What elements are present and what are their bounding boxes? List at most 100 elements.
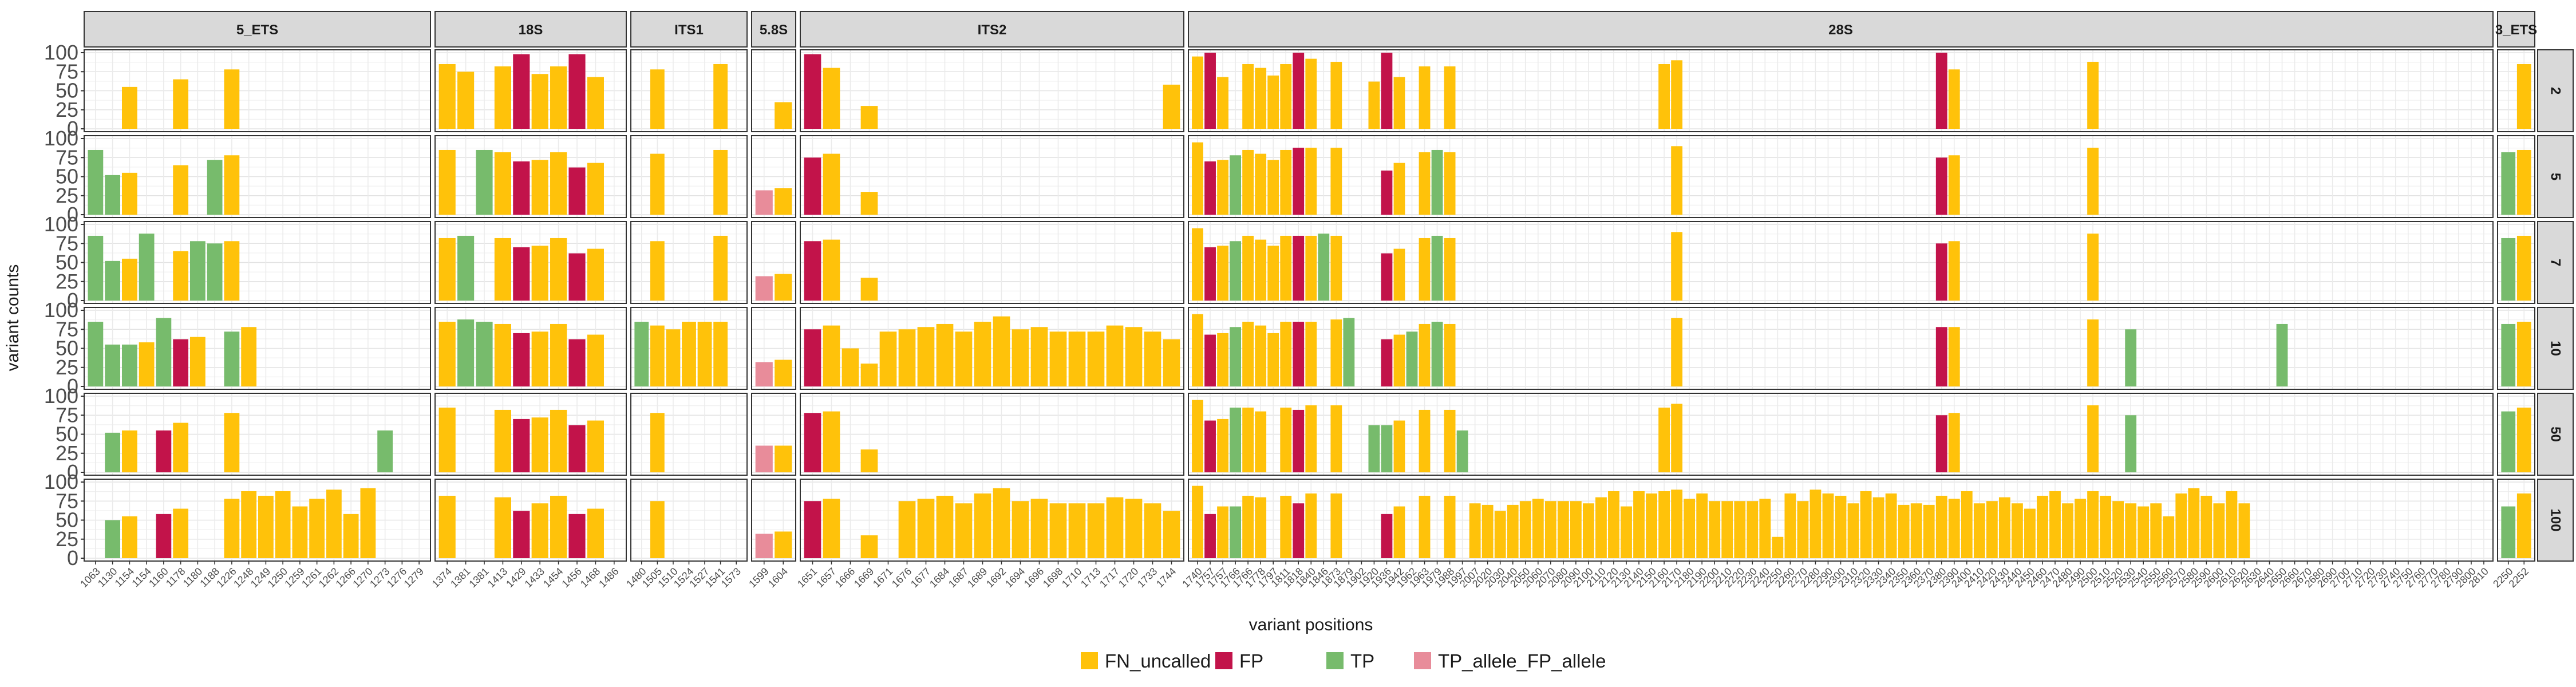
bar: [1797, 501, 1809, 558]
y-tick-label: 25: [56, 441, 78, 465]
bar: [1532, 499, 1544, 558]
bar: [1444, 152, 1456, 215]
legend-item: FP: [1215, 650, 1263, 672]
y-axes: 0255075100025507510002550751000255075100…: [44, 41, 84, 570]
panel-border: [434, 393, 627, 476]
bar: [879, 331, 897, 386]
panel-border: [434, 135, 627, 218]
bar: [1847, 503, 1859, 558]
bar: [1049, 331, 1067, 386]
panel: [434, 221, 627, 304]
bar: [2100, 495, 2112, 558]
bar: [550, 66, 567, 129]
column-strip-label: 18S: [519, 22, 543, 38]
bar: [494, 409, 511, 472]
bar: [587, 163, 604, 215]
bar: [1809, 489, 1822, 558]
panel-border: [1188, 135, 2494, 218]
panel-border: [2497, 135, 2535, 218]
panel: [800, 221, 1184, 304]
bar: [1935, 53, 1947, 129]
bar: [1721, 501, 1733, 558]
bar: [1973, 503, 1985, 558]
panel: [434, 49, 627, 132]
bar: [1192, 314, 1203, 386]
bar: [2163, 516, 2175, 558]
y-tick-label: 25: [56, 98, 78, 121]
bar: [1242, 495, 1254, 558]
panel-border: [800, 479, 1184, 562]
bar: [1885, 493, 1897, 558]
panel: [751, 479, 796, 562]
panel-border: [434, 49, 627, 132]
bar: [1898, 504, 1910, 558]
column-strip-label: ITS2: [978, 22, 1007, 38]
bar: [457, 72, 475, 129]
bar: [2501, 411, 2516, 472]
column-strip: [800, 11, 1184, 48]
panel: [630, 135, 748, 218]
bar: [2024, 508, 2036, 558]
y-tick-label: 50: [56, 251, 78, 274]
bar: [823, 68, 840, 129]
x-tick-label: 1710: [1060, 566, 1084, 590]
bar: [1658, 491, 1670, 558]
y-tick-label: 100: [44, 127, 78, 150]
bar: [438, 238, 456, 301]
panel: [800, 393, 1184, 476]
panel-border: [2497, 49, 2535, 132]
bar: [860, 192, 878, 215]
bar: [650, 153, 665, 215]
panel: [630, 49, 748, 132]
bar: [1595, 497, 1607, 558]
panel-border: [2497, 393, 2535, 476]
bar: [1444, 495, 1456, 558]
bar: [457, 319, 475, 386]
bar: [1570, 501, 1582, 558]
bar: [1935, 157, 1947, 215]
bar: [775, 188, 792, 215]
panel: [434, 135, 627, 218]
bar: [1280, 321, 1292, 386]
bar: [1217, 506, 1228, 558]
bar: [1012, 329, 1029, 386]
bar: [2087, 147, 2099, 215]
bar: [224, 499, 240, 558]
x-tick-label: 1429: [504, 566, 528, 590]
bar: [2516, 64, 2531, 129]
bar: [1230, 506, 1242, 558]
bar: [550, 152, 567, 215]
bar: [121, 258, 137, 301]
bar: [1217, 77, 1228, 129]
bar: [587, 334, 604, 386]
legend: FN_uncalled FP TP TP_allele_FP_allele: [1081, 650, 1606, 672]
panel-border: [1188, 307, 2494, 390]
bar: [1280, 64, 1292, 129]
bar: [697, 321, 712, 386]
panel-border: [2497, 221, 2535, 304]
bar: [823, 411, 840, 472]
bar: [105, 175, 121, 215]
column-strips: 5_ETS 18S ITS1 5.8S ITS2 28S 3_ETS: [84, 11, 2537, 48]
panel: [1188, 221, 2494, 304]
y-tick-label: 25: [56, 270, 78, 293]
bar: [1583, 503, 1594, 558]
bar: [1293, 147, 1305, 215]
panel-border: [751, 307, 796, 390]
panel: [751, 49, 796, 132]
panel-border: [630, 393, 748, 476]
bar: [494, 497, 511, 558]
bar: [2501, 506, 2516, 558]
bar: [1293, 321, 1305, 386]
legend-label: TP: [1350, 650, 1374, 672]
bar: [1696, 493, 1708, 558]
bar: [1784, 493, 1796, 558]
legend-label: FP: [1239, 650, 1263, 672]
bar: [1935, 495, 1947, 558]
panel: [84, 479, 431, 562]
bar: [550, 409, 567, 472]
bar: [2087, 491, 2099, 558]
bar: [1948, 413, 1960, 472]
bar: [476, 321, 493, 386]
